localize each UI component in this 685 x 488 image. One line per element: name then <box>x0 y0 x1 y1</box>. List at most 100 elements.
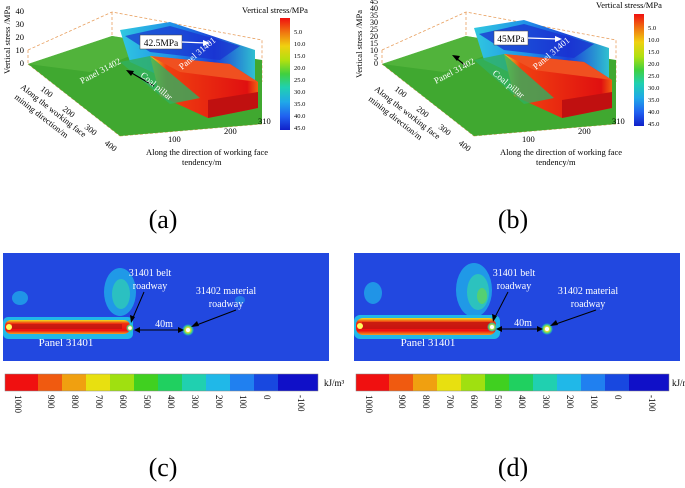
svg-text:900: 900 <box>46 395 56 409</box>
panel-c-energy-legend-values: 1000 900 800 700 600 500 400 300 200 100… <box>13 395 306 414</box>
svg-text:700: 700 <box>445 395 455 409</box>
svg-text:1000: 1000 <box>13 395 23 414</box>
svg-text:20.0: 20.0 <box>648 61 659 68</box>
panel-a-goaf-front <box>208 92 258 118</box>
svg-text:100: 100 <box>589 395 599 409</box>
svg-text:600: 600 <box>118 395 128 409</box>
panel-c-contour-field <box>3 253 329 361</box>
svg-text:100: 100 <box>522 134 535 144</box>
svg-text:400: 400 <box>517 395 527 409</box>
panel-d-panel-label: Panel 31401 <box>401 337 456 349</box>
svg-text:400: 400 <box>457 138 473 154</box>
svg-text:200: 200 <box>224 126 237 136</box>
panel-b-arrowhead <box>452 55 460 61</box>
panel-d-contour-field <box>354 253 680 361</box>
panel-c-blob-left <box>12 291 28 305</box>
panel-b-legend-title: Vertical stress/MPa <box>596 0 662 10</box>
svg-text:25.0: 25.0 <box>294 77 305 84</box>
panel-d-material-label-2: roadway <box>571 299 605 310</box>
svg-text:5: 5 <box>374 53 378 62</box>
panel-b-legend-values: 5.0 10.0 15.0 20.0 25.0 30.0 35.0 40.0 4… <box>648 25 659 128</box>
svg-text:800: 800 <box>70 395 80 409</box>
panel-b-goaf-front <box>562 92 612 118</box>
panel-b-label: (b) <box>498 205 528 234</box>
panel-d-material-label-1: 31402 material <box>558 286 618 297</box>
panel-c-belt-label-2: roadway <box>133 281 167 292</box>
panel-c-distance-label: 40m <box>155 319 173 330</box>
svg-text:310: 310 <box>258 116 271 126</box>
svg-text:200: 200 <box>214 395 224 409</box>
svg-text:200: 200 <box>578 126 591 136</box>
svg-text:500: 500 <box>493 395 503 409</box>
svg-text:800: 800 <box>421 395 431 409</box>
panel-c-belt-arrow <box>131 291 145 321</box>
svg-text:100: 100 <box>238 395 248 409</box>
svg-text:500: 500 <box>142 395 152 409</box>
panel-d-belt-label-2: roadway <box>497 281 531 292</box>
panel-a-z-axis: 0 10 20 30 40 <box>16 6 25 68</box>
svg-text:35.0: 35.0 <box>294 101 305 108</box>
svg-text:40.0: 40.0 <box>648 109 659 116</box>
panel-b-x-axis-label-2: tendency/m <box>536 157 576 167</box>
svg-text:25.0: 25.0 <box>648 73 659 80</box>
svg-text:0: 0 <box>613 395 623 400</box>
panel-c-label: (c) <box>149 453 178 482</box>
svg-text:10: 10 <box>370 46 378 55</box>
panel-a-arrowhead <box>126 70 134 76</box>
panel-d-energy-legend <box>355 373 670 392</box>
panel-b-z-axis-label: Vertical stress /MPa <box>354 10 364 78</box>
svg-text:310: 310 <box>612 116 625 126</box>
panel-a-peak-stress: 42.5MPa <box>144 39 179 49</box>
svg-text:15.0: 15.0 <box>648 49 659 56</box>
panel-a-x-axis-label-1: Along the direction of working face <box>146 147 268 157</box>
svg-text:40: 40 <box>370 4 378 13</box>
panel-a-legend-values: 5.0 10.0 15.0 20.0 25.0 30.0 35.0 40.0 4… <box>294 29 305 132</box>
panel-b-z-axis: 0 5 10 15 20 25 30 35 40 45 <box>370 0 378 68</box>
panel-c-belt-label-1: 31401 belt <box>129 268 172 279</box>
panel-b-colorbar <box>634 14 644 126</box>
svg-text:20: 20 <box>370 32 378 41</box>
panel-a-x-ticks: 100 200 310 <box>168 116 271 144</box>
panel-a-coal-pillar-strip <box>120 56 200 104</box>
panel-b: 45MPa Panel 31402 Coal pillar Panel 3140… <box>354 0 662 234</box>
panel-a-z-axis-label: Vertical stress /MPa <box>2 6 12 74</box>
svg-text:45.0: 45.0 <box>648 121 659 128</box>
panel-c-material-label-2: roadway <box>209 299 243 310</box>
svg-text:45: 45 <box>370 0 378 6</box>
panel-d-blob-left <box>364 282 382 304</box>
panel-d-distance-label: 40m <box>514 318 532 329</box>
panel-c-material-label-1: 31402 material <box>196 286 256 297</box>
panel-d-energy-unit: kJ/m³ <box>672 378 685 388</box>
svg-text:300: 300 <box>541 395 551 409</box>
svg-text:30.0: 30.0 <box>648 85 659 92</box>
panel-a-colorbar <box>280 18 290 130</box>
svg-text:30: 30 <box>16 19 25 29</box>
panel-a-goaf-top <box>150 56 258 82</box>
svg-text:35: 35 <box>370 11 378 20</box>
svg-text:-100: -100 <box>647 395 657 412</box>
svg-text:35.0: 35.0 <box>648 97 659 104</box>
panel-c: 31401 belt roadway 31402 material roadwa… <box>3 253 345 482</box>
svg-text:15.0: 15.0 <box>294 53 305 60</box>
svg-text:400: 400 <box>166 395 176 409</box>
panel-d-belt-label-1: 31401 belt <box>493 268 536 279</box>
panel-d: 31401 belt roadway 31402 material roadwa… <box>354 253 685 482</box>
panel-a-stress-ridge-top <box>125 26 240 60</box>
panel-d-material-arrow <box>552 309 597 326</box>
panel-d-belt-arrow <box>493 291 509 320</box>
panel-b-peak-stress: 45MPa <box>497 35 525 45</box>
panel-b-x-ticks: 100 200 310 <box>522 116 625 144</box>
svg-text:200: 200 <box>565 395 575 409</box>
panel-b-coal-pillar-strip <box>474 54 554 104</box>
svg-text:30: 30 <box>370 18 378 27</box>
svg-text:40: 40 <box>16 6 25 16</box>
svg-text:5.0: 5.0 <box>294 29 302 36</box>
svg-text:300: 300 <box>190 395 200 409</box>
svg-text:30.0: 30.0 <box>294 89 305 96</box>
svg-text:10.0: 10.0 <box>294 41 305 48</box>
panel-a-legend-title: Vertical stress/MPa <box>242 5 308 15</box>
svg-text:40.0: 40.0 <box>294 113 305 120</box>
panel-b-x-axis-label-1: Along the direction of working face <box>500 147 622 157</box>
svg-text:45.0: 45.0 <box>294 125 305 132</box>
